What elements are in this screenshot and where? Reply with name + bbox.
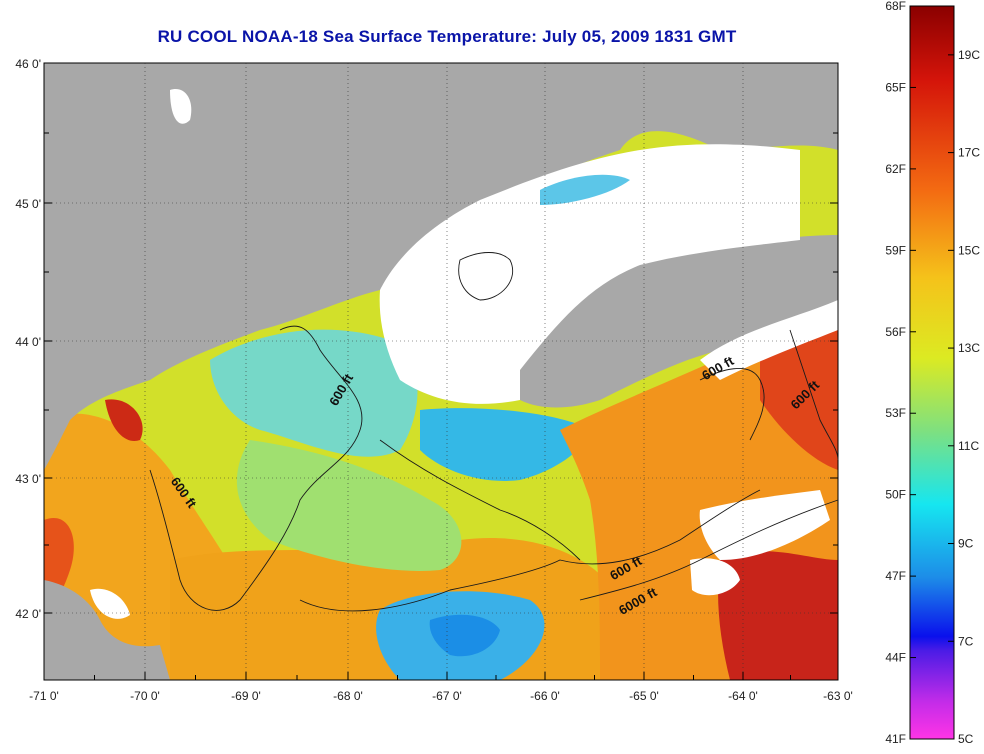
colorbar-c-label: 17C [958,146,980,160]
lon-label: -68 0' [333,689,363,703]
land-maine [44,63,838,470]
depth-contour-line [149,325,363,611]
latitude-labels: 46 0' 45 0' 44 0' 43 0' 42 0' [15,57,41,621]
colorbar-f-label: 50F [885,488,906,502]
colorbar-f-label: 62F [885,162,906,176]
colorbar-f-label: 56F [885,325,906,339]
graticule [44,63,838,680]
colorbar-f-label: 59F [885,243,906,257]
lon-label: -63 0' [823,689,853,703]
lon-label: -66 0' [530,689,560,703]
cool-water-mid [236,440,462,571]
depth-contour-line [458,252,514,301]
colorbar-c-label: 11C [958,439,979,453]
lon-label: -67 0' [432,689,462,703]
depth-contour-line [379,439,581,561]
colorbar-f-label: 41F [885,732,906,746]
lon-label: -71 0' [29,689,59,703]
depth-contour-line [579,499,839,601]
cloud-southeast [699,490,830,560]
colorbar-ticks [910,5,954,740]
lat-label: 42 0' [15,607,41,621]
colorbar-f-label: 53F [885,406,906,420]
lat-label: 45 0' [15,197,41,211]
lon-label: -70 0' [130,689,160,703]
cloud-southeast-2 [690,558,740,596]
hot-water-ne [760,330,838,470]
depth-contour-line [789,329,839,461]
lon-label: -64 0' [728,689,758,703]
cold-water-center [420,408,586,481]
cloud-inland-blob [170,89,192,124]
land-cape-cod [44,580,170,680]
colorbar-f-label: 65F [885,80,906,94]
depth-contour-line [299,489,761,612]
depth-contour-line [699,368,765,441]
colorbar-celsius-labels: 19C 17C 15C 13C 11C 9C 7C 5C [958,48,980,746]
cloud-east [700,300,838,380]
cloud-fundy-cyan [540,174,630,205]
cloud-bay-of-fundy [379,144,800,404]
longitude-labels: -71 0' -70 0' -69 0' -68 0' -67 0' -66 0' -65 … [29,689,853,703]
lon-label: -65 0' [629,689,659,703]
map-frame [43,62,839,681]
colorbar-c-label: 5C [958,732,974,746]
axis-ticks [43,62,839,680]
colorbar-c-label: 13C [958,341,980,355]
cloud-coast-west [90,588,130,619]
lon-label: -69 0' [231,689,261,703]
colorbar-c-label: 9C [958,537,974,551]
cold-core-georges [429,614,500,657]
colorbar-c-label: 19C [958,48,980,62]
colorbar-c-label: 15C [958,243,980,257]
depth-contours [149,252,839,612]
lat-label: 43 0' [15,472,41,486]
colorbar-gradient [909,5,955,740]
lat-label: 44 0' [15,335,41,349]
colorbar-f-label: 44F [885,651,906,665]
map-title: RU COOL NOAA-18 Sea Surface Temperature:… [157,27,737,46]
colorbar-fahrenheit-labels: 68F 65F 62F 59F 56F 53F 50F 47F 44F 41F [885,0,906,746]
colorbar-f-label: 68F [885,0,906,13]
colorbar-c-label: 7C [958,634,974,648]
hot-water-east [718,551,838,680]
colorbar-f-label: 47F [885,569,906,583]
hot-water-coast-nw [105,399,143,441]
cool-water-gulf [210,329,418,457]
lat-label: 46 0' [15,57,41,71]
